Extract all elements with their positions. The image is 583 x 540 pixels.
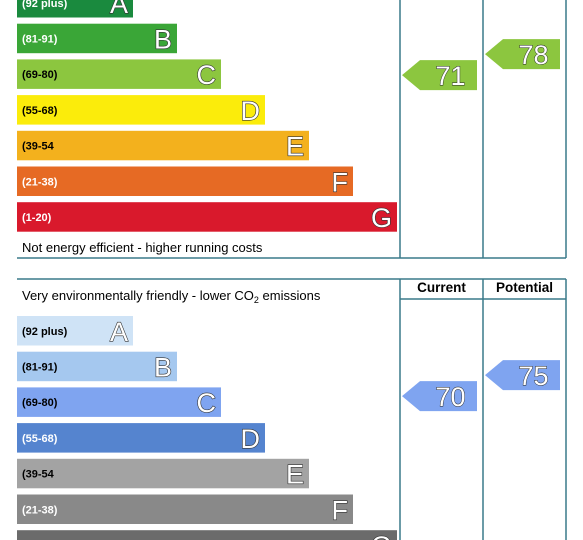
band-bar xyxy=(17,530,397,540)
current-rating-shape xyxy=(402,60,477,91)
current-rating-shape xyxy=(402,381,477,412)
band-letter-label: E xyxy=(286,132,304,162)
band-range-label: (39-54 xyxy=(22,469,55,481)
band-bar xyxy=(17,0,133,18)
band-letter-label: G xyxy=(371,203,392,233)
band-range-label: (69-80) xyxy=(22,397,58,409)
band-letter-label: D xyxy=(241,424,261,454)
band-b: (81-91) B xyxy=(17,23,177,55)
band-c: (69-80) C xyxy=(17,59,221,91)
band-bar xyxy=(17,166,353,196)
band-d: (55-68) D xyxy=(17,95,265,126)
band-bar xyxy=(17,59,221,89)
chart-header-caption: Very environmentally friendly - lower CO… xyxy=(22,288,321,305)
band-letter-label: C xyxy=(197,388,217,418)
band-bar xyxy=(17,23,177,54)
band-f: (21-38) F xyxy=(17,166,353,198)
band-letter-label: G xyxy=(371,531,392,540)
band-range-label: (69-80) xyxy=(22,69,58,81)
band-bar xyxy=(17,351,177,382)
current-rating-value: 70 xyxy=(435,382,465,412)
band-e: (39-54 E xyxy=(17,458,309,490)
band-letter-label: B xyxy=(154,352,172,382)
band-f: (21-38) F xyxy=(17,494,353,526)
band-d: (55-68) D xyxy=(17,423,265,454)
band-bar xyxy=(17,202,397,232)
potential-rating-value: 78 xyxy=(518,40,548,70)
band-c: (69-80) C xyxy=(17,387,221,419)
band-letter-label: A xyxy=(110,317,128,347)
potential-rating-value: 75 xyxy=(518,361,548,391)
band-range-label: (92 plus) xyxy=(22,0,68,10)
band-letter-label: D xyxy=(241,96,261,126)
band-bar xyxy=(17,95,265,125)
band-range-label: (81-91) xyxy=(22,361,58,373)
band-range-label: (55-68) xyxy=(22,105,58,117)
band-range-label: (21-38) xyxy=(22,504,58,516)
current-rating-arrow: 70 xyxy=(402,381,477,413)
band-b: (81-91) B xyxy=(17,351,177,383)
band-range-label: (1-20) xyxy=(22,212,52,224)
band-range-label: (55-68) xyxy=(22,433,58,445)
band-g: (1-20) G xyxy=(17,202,397,234)
band-g: (1-20)G xyxy=(17,530,397,540)
band-range-label: (21-38) xyxy=(22,176,58,188)
chart-footer-caption: Not energy efficient - higher running co… xyxy=(22,240,263,255)
band-letter-label: F xyxy=(332,167,349,197)
potential-column-header: Potential xyxy=(496,280,553,295)
band-letter-label: A xyxy=(110,0,128,19)
chart-2: Current Potential Very environmentally fri… xyxy=(17,278,567,540)
band-a: (92 plus) A xyxy=(17,316,133,347)
band-letter-label: B xyxy=(154,24,172,54)
current-rating-value: 71 xyxy=(435,61,465,91)
band-range-label: (92 plus) xyxy=(22,326,68,338)
band-letter-label: F xyxy=(332,495,349,525)
band-bar xyxy=(17,387,221,417)
band-letter-label: E xyxy=(286,460,304,490)
chart-1: (92 plus) A (81-91) B (69-80) C (55-68) D (39-54… xyxy=(17,0,567,259)
potential-rating-shape xyxy=(485,360,560,391)
band-bar xyxy=(17,130,309,161)
potential-rating-arrow: 75 xyxy=(485,360,560,392)
band-bar xyxy=(17,494,353,524)
band-bar xyxy=(17,423,265,453)
current-rating-arrow: 71 xyxy=(402,60,477,92)
current-column-header: Current xyxy=(417,280,466,295)
band-bar xyxy=(17,316,133,346)
band-range-label: (81-91) xyxy=(22,33,58,45)
band-letter-label: C xyxy=(197,60,217,90)
potential-rating-arrow: 78 xyxy=(485,39,560,71)
band-range-label: (39-54 xyxy=(22,141,55,153)
band-e: (39-54 E xyxy=(17,130,309,162)
band-a: (92 plus) A xyxy=(17,0,133,19)
band-bar xyxy=(17,458,309,489)
potential-rating-shape xyxy=(485,39,560,70)
